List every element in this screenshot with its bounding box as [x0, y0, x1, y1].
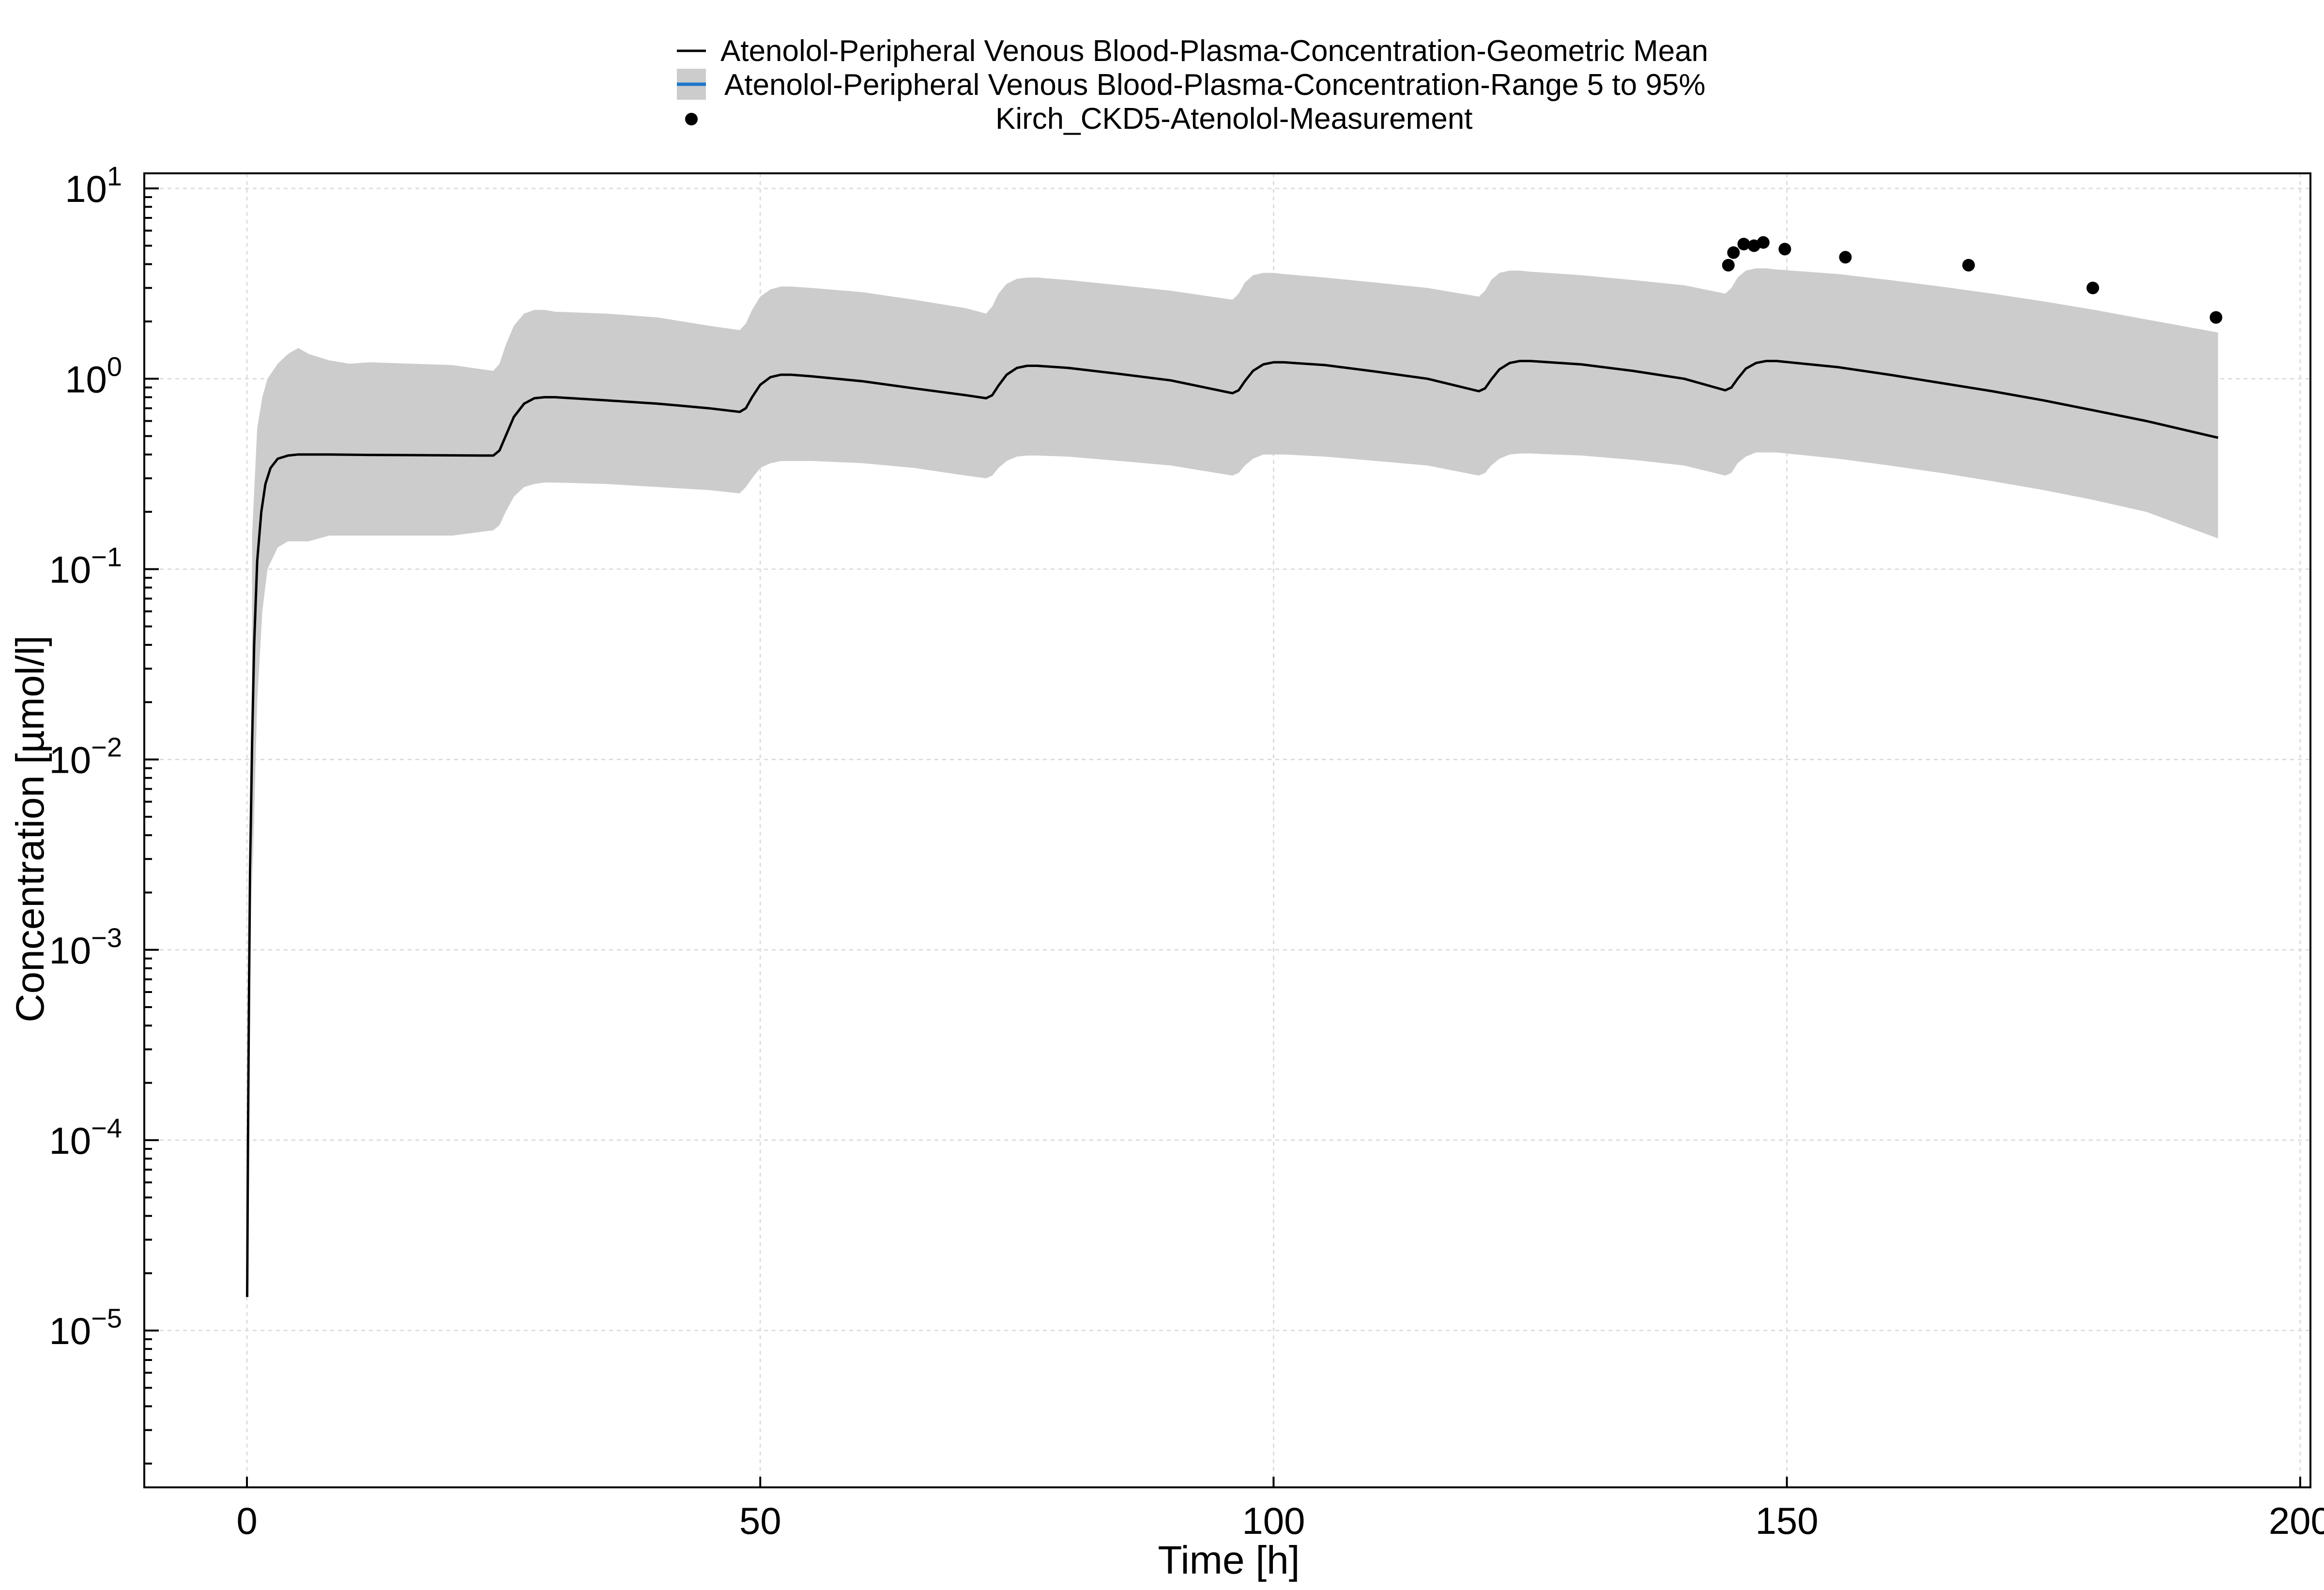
y-tick-label: 10−5 [49, 1303, 122, 1352]
measurement-point [1839, 251, 1852, 264]
y-axis-title: Concentration [µmol/l] [8, 635, 52, 1022]
legend: Atenolol-Peripheral Venous Blood-Plasma-… [677, 34, 1708, 136]
measurement-point [1727, 246, 1740, 259]
measurement-point [1778, 243, 1791, 256]
x-tick-label: 0 [236, 1499, 257, 1542]
measurement-points-layer [1722, 236, 2222, 324]
legend-measurement-label: Kirch_CKD5-Atenolol-Measurement [995, 102, 1473, 136]
y-axis-ticks: 10−5 10−4 10−3 10−2 10−1 100 101 [49, 161, 159, 1465]
measurement-point [1757, 236, 1770, 249]
measurement-point [2086, 281, 2099, 294]
measurement-point [1737, 238, 1750, 251]
range-5-95-band [252, 268, 2218, 893]
range-band-layer [252, 268, 2218, 893]
plot-frame [143, 172, 2311, 1488]
mean-line-layer [246, 360, 2218, 1297]
legend-mean-label: Atenolol-Peripheral Venous Blood-Plasma-… [720, 34, 1708, 68]
x-tick-label: 150 [1756, 1499, 1819, 1542]
plot-border [143, 172, 2311, 1488]
y-tick-label: 10−2 [49, 732, 122, 781]
geometric-mean-line [246, 360, 2218, 1297]
legend-measurement-marker [685, 113, 698, 125]
y-tick-label: 10−1 [49, 541, 122, 591]
legend-band-label: Atenolol-Peripheral Venous Blood-Plasma-… [724, 68, 1706, 102]
x-tick-label: 50 [739, 1499, 781, 1542]
measurement-point [1962, 259, 1975, 272]
measurement-point [1722, 259, 1735, 272]
x-tick-label: 200 [2269, 1499, 2324, 1542]
y-tick-label: 101 [65, 161, 122, 210]
y-tick-label: 10−3 [49, 922, 122, 972]
measurement-point [2209, 311, 2222, 324]
x-axis-ticks: 0 50 100 150 200 [236, 1477, 2324, 1542]
y-tick-label: 100 [65, 351, 122, 400]
x-axis-title: Time [h] [1158, 1538, 1300, 1582]
x-tick-label: 100 [1242, 1499, 1305, 1542]
y-tick-label: 10−4 [49, 1113, 122, 1162]
